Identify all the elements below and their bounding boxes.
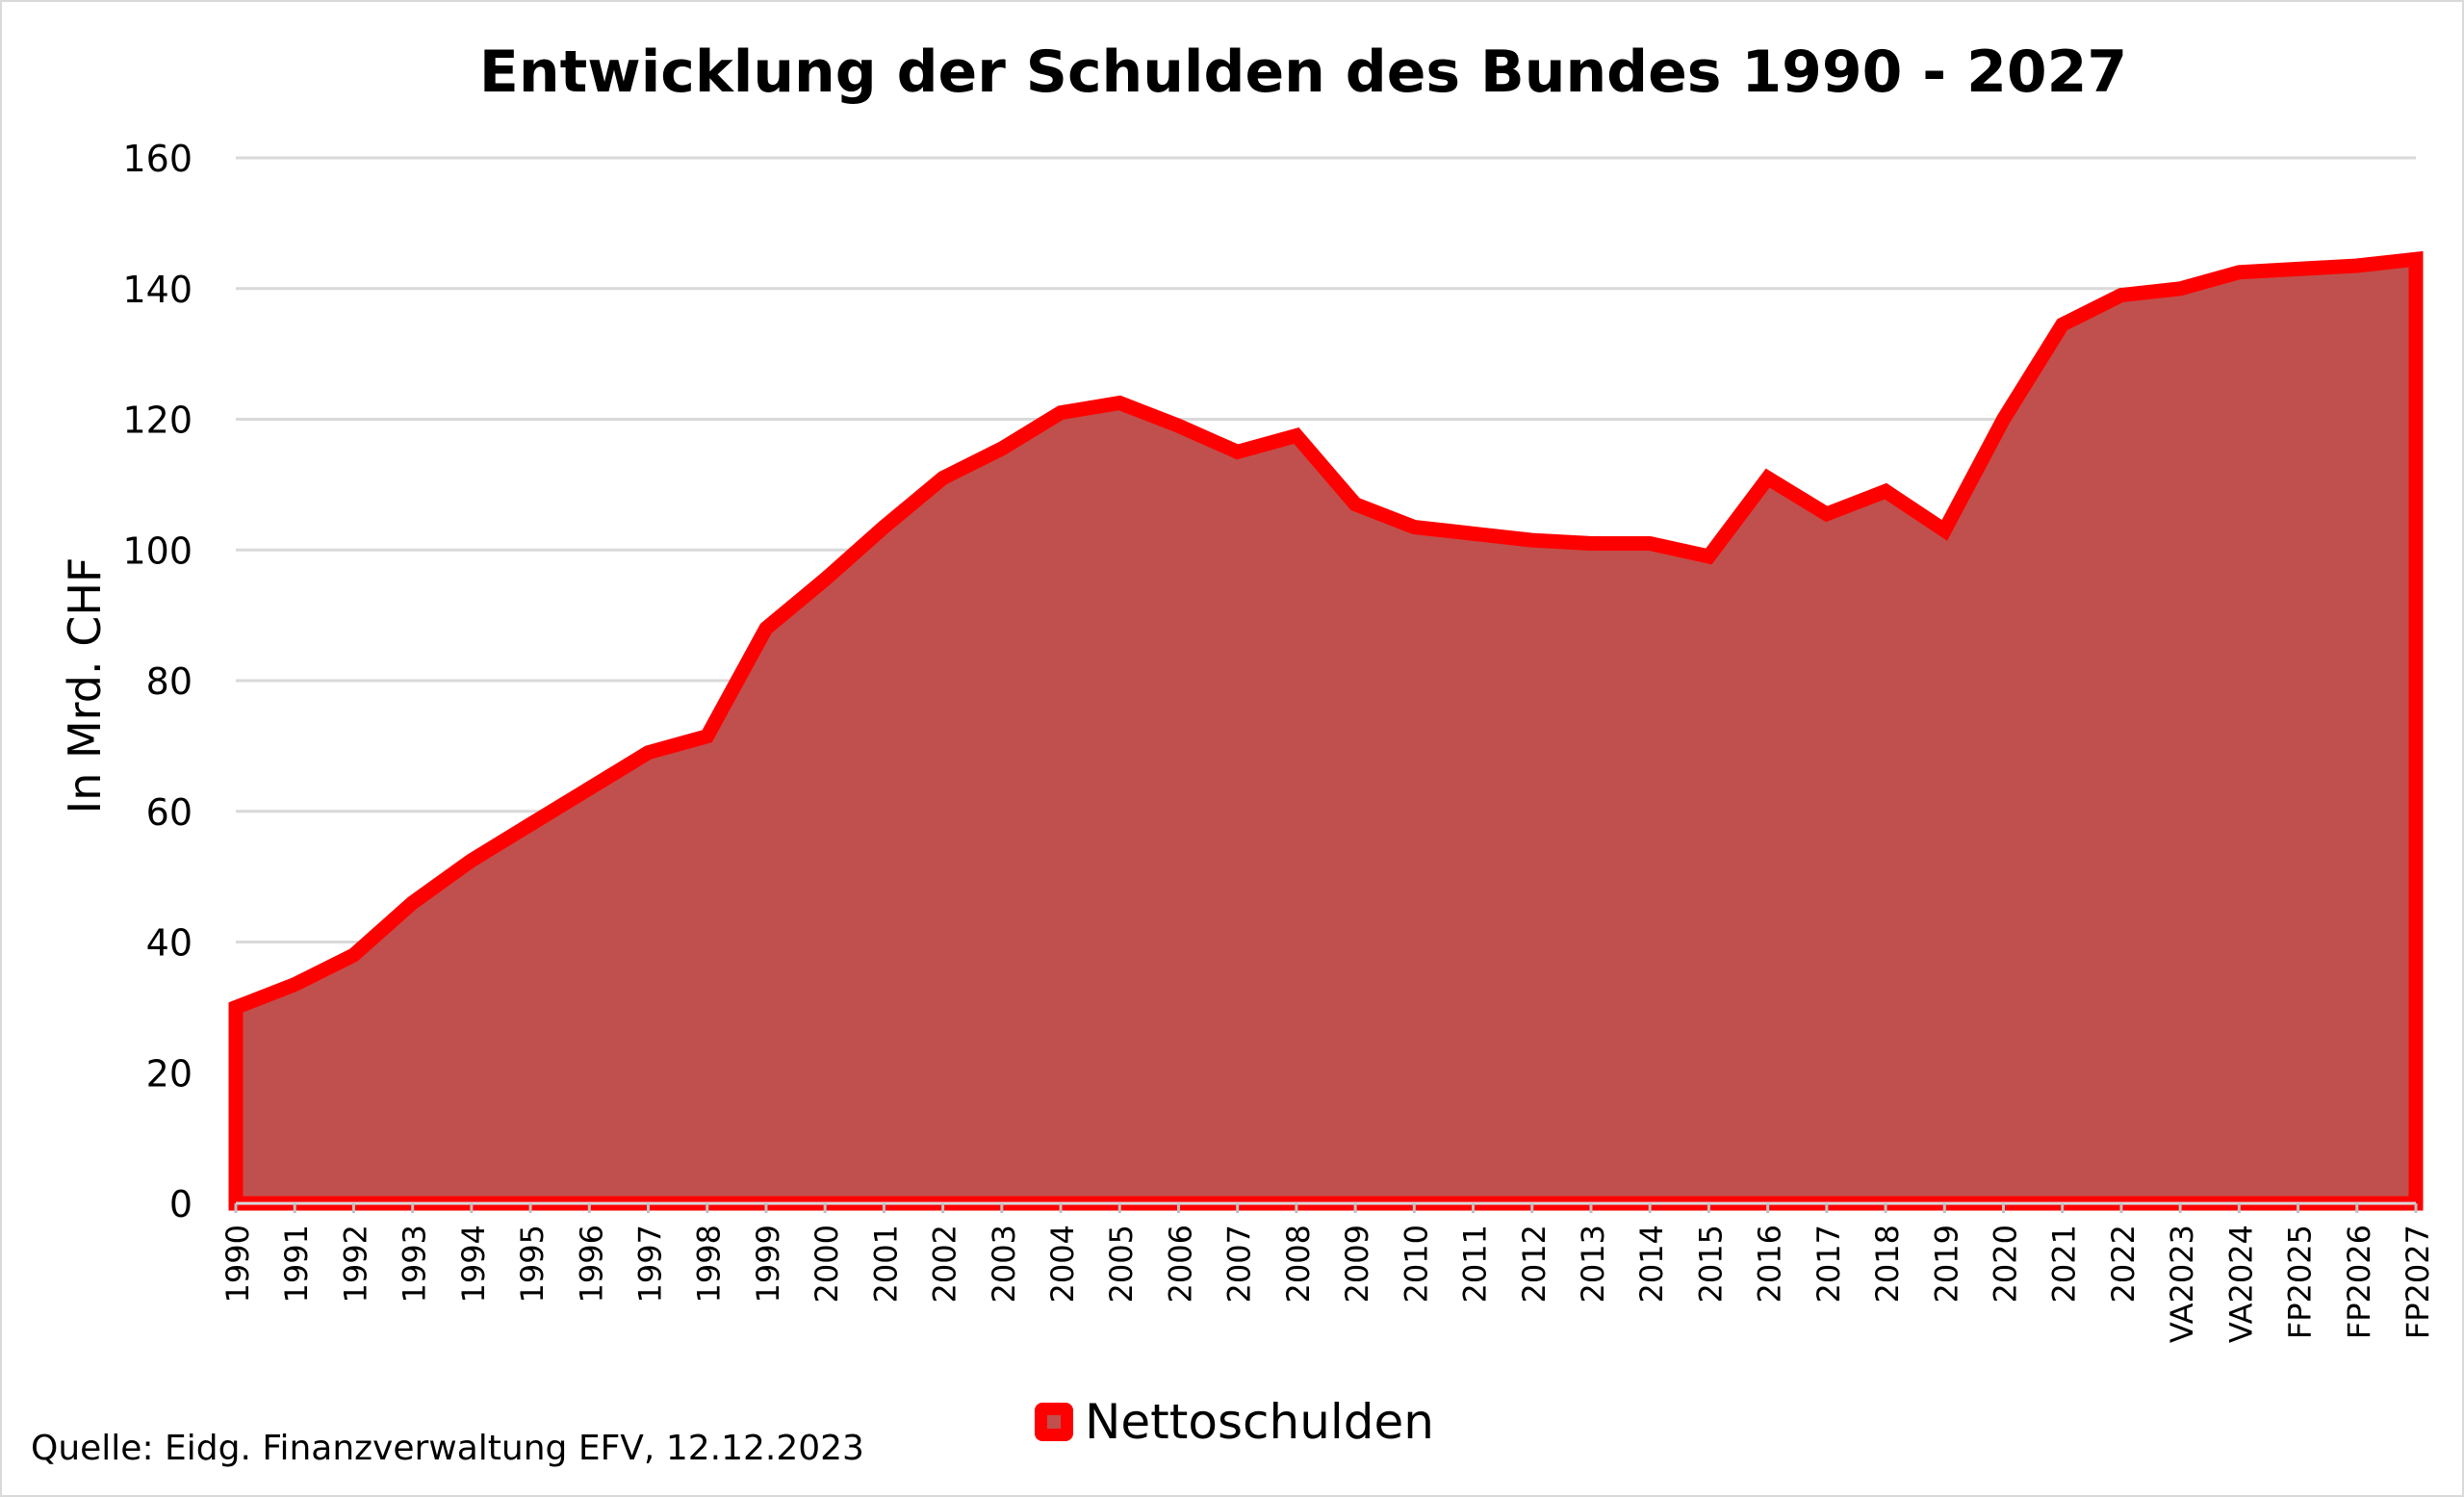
x-tick-label: 1996 xyxy=(573,1225,609,1303)
data-point xyxy=(2232,266,2246,279)
x-tick-label: 1993 xyxy=(397,1225,433,1303)
data-point xyxy=(1526,533,1539,547)
x-tick-label: 2001 xyxy=(867,1225,904,1303)
y-tick-label: 0 xyxy=(169,1183,192,1226)
x-tick-label: 2005 xyxy=(1103,1225,1140,1303)
data-point xyxy=(701,730,714,743)
x-tick-labels: 1990 1991 1992 1993 1994 1995 1996 1997 1998 1999… xyxy=(219,1225,2436,1343)
y-tick-labels: 0 20 40 60 80 100 120 140 160 xyxy=(122,138,192,1226)
data-point xyxy=(288,978,301,992)
x-tick-label: 2011 xyxy=(1457,1225,1494,1303)
data-point xyxy=(1290,429,1303,443)
x-tick-label: 2020 xyxy=(1987,1225,2023,1303)
x-tick-label: 2000 xyxy=(808,1225,845,1303)
x-tick-label: 1995 xyxy=(514,1225,551,1303)
y-tick-label: 160 xyxy=(122,138,192,180)
area-nettoschulden xyxy=(228,250,2424,1211)
data-point xyxy=(995,442,1009,455)
x-tick-label: 2007 xyxy=(1221,1225,1258,1303)
x-tick-label: 2012 xyxy=(1516,1225,1553,1303)
data-point xyxy=(1879,484,1892,498)
x-tick-label: 2021 xyxy=(2046,1225,2083,1303)
x-tick-label: 1994 xyxy=(455,1225,492,1303)
x-tick-label: 1990 xyxy=(219,1225,256,1303)
data-point xyxy=(229,1000,243,1014)
data-point xyxy=(406,896,420,910)
y-tick-label: 20 xyxy=(146,1052,192,1095)
data-point xyxy=(1172,419,1186,432)
x-tick-label: 1999 xyxy=(750,1225,786,1303)
legend: Nettoschulden xyxy=(1035,1388,1434,1456)
x-tick-label: 2016 xyxy=(1752,1225,1788,1303)
data-point xyxy=(346,948,360,962)
data-point xyxy=(1467,527,1480,540)
x-tick-label: FP2027 xyxy=(2400,1225,2436,1339)
x-tick-label: 2014 xyxy=(1633,1225,1670,1303)
x-tick-label: FP2026 xyxy=(2341,1225,2377,1339)
x-axis xyxy=(234,1201,2418,1213)
data-point xyxy=(1643,537,1656,551)
data-point xyxy=(1820,507,1834,521)
x-tick-label: 2009 xyxy=(1339,1225,1375,1303)
data-point xyxy=(1348,498,1362,511)
data-point xyxy=(1231,445,1245,458)
data-point xyxy=(2409,252,2423,266)
x-tick-label: 2019 xyxy=(1928,1225,1964,1303)
y-tick-label: 60 xyxy=(146,791,192,834)
data-point xyxy=(1584,537,1598,551)
x-tick-label: 2018 xyxy=(1869,1225,1906,1303)
x-tick-label: 1992 xyxy=(337,1225,373,1303)
data-point xyxy=(1702,550,1715,563)
data-point xyxy=(465,854,478,867)
x-tick-label: 2017 xyxy=(1810,1225,1847,1303)
data-point xyxy=(877,521,890,534)
data-point xyxy=(759,622,773,635)
x-tick-label: 2002 xyxy=(927,1225,963,1303)
x-tick-label: 2006 xyxy=(1162,1225,1198,1303)
x-tick-label: VA2024 xyxy=(2222,1225,2259,1343)
legend-label: Nettoschulden xyxy=(1085,1394,1434,1450)
x-tick-label: 2022 xyxy=(2105,1225,2142,1303)
source-note: Quelle: Eidg. Finanzverwaltung EFV, 12.1… xyxy=(31,1429,864,1468)
x-tick-label: 1998 xyxy=(691,1225,728,1303)
y-tick-label: 100 xyxy=(122,529,192,572)
legend-swatch xyxy=(1035,1403,1073,1441)
data-point xyxy=(642,746,655,760)
series-nettoschulden xyxy=(228,250,2424,1211)
data-point xyxy=(582,782,596,795)
y-tick-label: 80 xyxy=(146,660,192,703)
data-point xyxy=(2115,289,2128,302)
x-tick-label: FP2025 xyxy=(2282,1225,2319,1339)
x-tick-label: 2013 xyxy=(1575,1225,1611,1303)
data-point xyxy=(1997,413,2011,426)
data-point xyxy=(1761,472,1775,485)
chart-title: Entwicklung der Schulden des Bundes 1990… xyxy=(478,39,2128,106)
data-point xyxy=(1407,521,1421,534)
data-point xyxy=(937,472,950,485)
x-tick-label: 2004 xyxy=(1044,1225,1081,1303)
x-tick-label: 2010 xyxy=(1398,1225,1434,1303)
x-tick-label: 1991 xyxy=(278,1225,315,1303)
data-point xyxy=(818,573,832,586)
y-tick-label: 140 xyxy=(122,269,192,311)
y-tick-label: 40 xyxy=(146,922,192,965)
x-tick-label: VA2023 xyxy=(2164,1225,2200,1343)
data-point xyxy=(2056,318,2069,331)
y-tick-label: 120 xyxy=(122,400,192,442)
x-tick-label: 2008 xyxy=(1280,1225,1317,1303)
data-point xyxy=(2350,259,2364,272)
data-point xyxy=(524,817,537,831)
data-point xyxy=(2292,262,2305,275)
data-point xyxy=(1113,397,1126,410)
x-tick-label: 2003 xyxy=(986,1225,1022,1303)
x-tick-label: 2015 xyxy=(1692,1225,1729,1303)
data-point xyxy=(1054,406,1067,420)
x-tick-label: 1997 xyxy=(632,1225,669,1303)
data-point xyxy=(2173,282,2187,296)
data-point xyxy=(1938,524,1951,537)
